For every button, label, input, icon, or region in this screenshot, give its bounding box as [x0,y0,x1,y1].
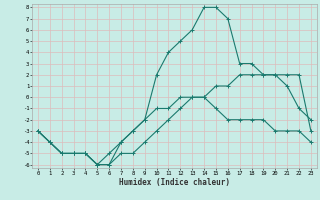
X-axis label: Humidex (Indice chaleur): Humidex (Indice chaleur) [119,178,230,187]
